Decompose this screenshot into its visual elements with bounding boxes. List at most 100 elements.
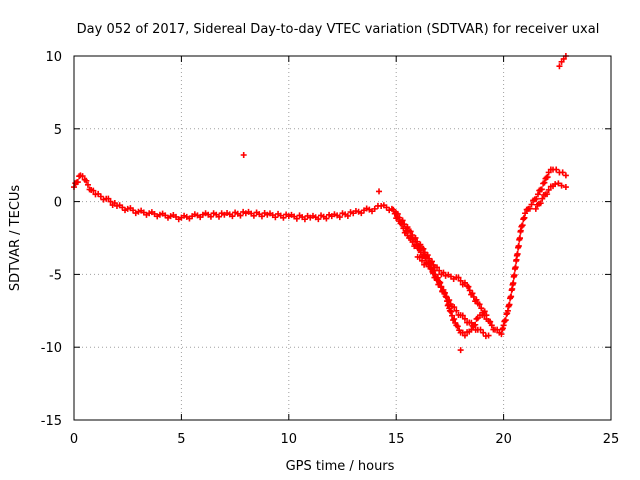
main-point (323, 215, 330, 222)
x-tick-label: 5 (177, 432, 185, 447)
main-point (519, 222, 526, 229)
lower_branch-point (432, 273, 439, 280)
upper_branch-point (414, 238, 421, 245)
upper_branch-point (407, 228, 414, 235)
main-point (107, 198, 114, 205)
main-point (461, 332, 468, 339)
lower_branch-point (485, 332, 492, 339)
lower_branch-point (441, 289, 448, 296)
lower_branch-point (416, 254, 423, 261)
late_branch-point (537, 200, 544, 207)
lower_branch-point (434, 277, 441, 284)
main-point (533, 195, 540, 202)
upper_branch-point (420, 245, 427, 252)
grid-lines (74, 56, 611, 420)
main-point (512, 264, 519, 271)
main-point (449, 312, 456, 319)
y-tick-label: 5 (54, 123, 62, 138)
upper_branch-point (457, 277, 464, 284)
main-point (510, 280, 517, 287)
lower_branch-point (423, 260, 430, 267)
plot-frame (73, 55, 612, 421)
data-points (71, 53, 569, 354)
y-tick-label: 0 (54, 196, 62, 211)
main-point (237, 212, 244, 219)
main-point (534, 191, 541, 198)
main-point (336, 214, 343, 221)
main-point (390, 206, 397, 213)
lower_branch-point (480, 329, 487, 336)
main-point (447, 308, 454, 315)
x-axis-label: GPS time / hours (286, 459, 395, 474)
main-point (488, 322, 495, 329)
late_branch-point (545, 186, 552, 193)
upper_branch-point (404, 224, 411, 231)
late_branch-point (532, 205, 539, 212)
upper_branch-point (455, 274, 462, 281)
upper_branch-point (483, 312, 490, 319)
upper_branch-point (394, 210, 401, 217)
main-point (272, 214, 279, 221)
main-point (502, 317, 509, 324)
upper_branch-point (429, 258, 435, 265)
lower_branch-point (437, 284, 444, 291)
upper_branch-point (465, 283, 472, 290)
main-point (562, 172, 569, 179)
upper_branch-point (424, 252, 431, 259)
main-point (517, 235, 524, 242)
main-point (526, 205, 533, 212)
lower_branch-point (459, 312, 466, 319)
main-point (229, 213, 236, 220)
upper_branch-point (440, 269, 447, 276)
upper_branch-point (469, 290, 476, 297)
main-point (293, 215, 300, 222)
y-tick-label: 10 (45, 50, 62, 65)
upper_branch-point (417, 241, 424, 248)
lower_branch-point (446, 297, 453, 304)
upper_branch-point (434, 264, 441, 271)
main-point (515, 242, 522, 249)
main-point (344, 212, 351, 219)
main-point (538, 186, 545, 193)
main-point (315, 216, 322, 223)
main-point (74, 179, 81, 186)
outlier-point (556, 63, 563, 70)
main-point (215, 213, 222, 220)
lower_branch-point (470, 323, 477, 330)
lower_branch-point (436, 280, 443, 287)
y-tick-label: -10 (41, 341, 62, 356)
main-point (553, 166, 560, 173)
upper_branch-point (476, 301, 483, 308)
main-point (446, 307, 453, 314)
main-point (371, 205, 378, 212)
upper_branch-point (481, 308, 488, 315)
x-tick-label: 0 (70, 432, 78, 447)
late_branch-point (558, 182, 565, 189)
lower_branch-point (430, 270, 437, 277)
late_branch-point (562, 184, 569, 191)
main-point (506, 301, 513, 308)
x-tick-label: 10 (281, 432, 298, 447)
lower_branch-point (468, 319, 475, 326)
late_branch-point (544, 191, 551, 198)
late_branch-point (555, 180, 562, 187)
main-point (514, 250, 521, 257)
lower_branch-point (418, 257, 425, 264)
main-point (559, 169, 566, 176)
upper_branch-point (461, 279, 468, 286)
outlier-point (376, 188, 383, 195)
lower_branch-point (443, 293, 450, 300)
lower_branch-point (428, 266, 435, 273)
lower_branch-point (461, 315, 468, 322)
main-point (454, 323, 461, 330)
main-point (473, 315, 480, 322)
x-tick-label: 15 (388, 432, 405, 447)
main-point (250, 212, 257, 219)
main-point (544, 174, 551, 181)
late_branch-point (539, 195, 546, 202)
main-point (541, 179, 548, 186)
main-point (511, 272, 518, 279)
upper_branch-point (396, 214, 403, 221)
outlier-point (240, 152, 247, 159)
